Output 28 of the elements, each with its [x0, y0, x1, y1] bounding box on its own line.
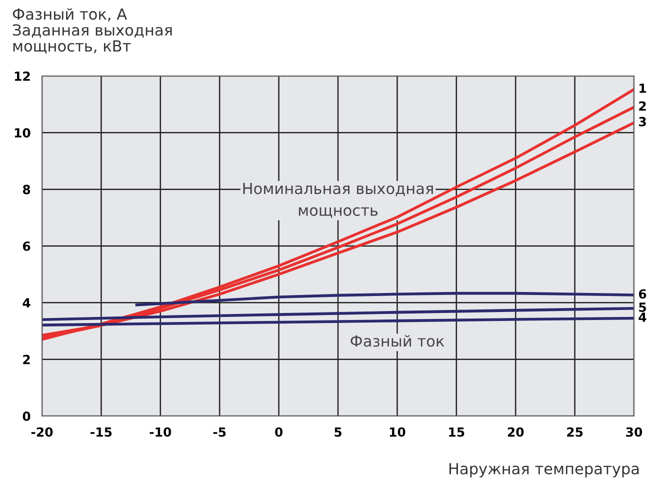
annotation: Номинальная выходная мощность — [243, 182, 433, 218]
annotation: Фазный ток — [350, 335, 444, 347]
x-tick-label: 15 — [449, 427, 464, 437]
x-tick-label: 5 — [334, 427, 342, 437]
y-tick-label: 4 — [22, 298, 30, 308]
y-tick-label: 8 — [22, 184, 30, 194]
y-tick-label: 2 — [23, 354, 30, 364]
y-axis-title: Фазный ток, А Заданная выходная мощность, кВт — [12, 8, 172, 54]
x-tick-label: 20 — [508, 427, 524, 437]
x-tick-label: 25 — [567, 427, 583, 437]
x-tick-label: 10 — [390, 427, 406, 437]
series-label: 4 — [638, 312, 646, 322]
y-tick-label: 0 — [22, 411, 30, 421]
x-tick-label: -15 — [90, 427, 112, 437]
series-label: 5 — [639, 302, 646, 312]
x-tick-label: -10 — [150, 427, 172, 437]
y-tick-label: 12 — [14, 71, 30, 81]
x-axis-title: Наружная температура — [449, 463, 639, 478]
y-tick-label: 10 — [14, 128, 30, 138]
x-tick-label: 30 — [626, 427, 642, 437]
series-label: 6 — [638, 289, 646, 299]
series-label: 3 — [639, 116, 646, 126]
x-tick-label: -20 — [31, 427, 53, 437]
x-tick-label: 0 — [275, 427, 283, 437]
series-label: 1 — [640, 84, 646, 93]
x-tick-label: -5 — [213, 427, 226, 437]
y-tick-label: 6 — [22, 241, 30, 251]
series-label: 2 — [639, 101, 646, 111]
